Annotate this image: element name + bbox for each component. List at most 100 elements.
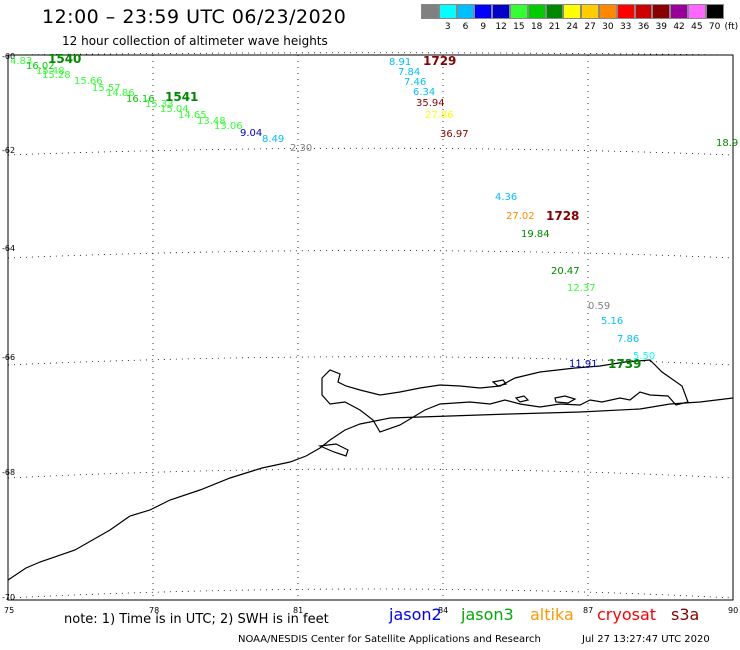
satellite-label-cryosat: cryosat (597, 605, 657, 624)
wave-height-value: 7.86 (617, 334, 639, 345)
wave-height-value: 5.50 (633, 351, 655, 362)
wave-height-value: 15.57 (92, 83, 121, 94)
lon-label: 90 (728, 606, 738, 615)
wave-height-value: 7.84 (398, 67, 420, 78)
wave-height-value: 14.86 (106, 88, 135, 99)
legend-label: 70 (708, 22, 721, 32)
generated-timestamp: Jul 27 13:27:47 UTC 2020 (582, 634, 710, 645)
legend-swatch (421, 4, 439, 19)
wave-height-value: 15.48 (36, 66, 65, 77)
pass-labels: 1540 1541 1729 1728 1739 (48, 52, 641, 371)
legend-swatch (634, 4, 653, 19)
wave-height-value: 13.48 (197, 116, 226, 127)
lat-label: -60 (2, 52, 15, 61)
ice-shelf (321, 359, 689, 433)
legend-swatch (581, 4, 599, 19)
lon-label: 75 (4, 606, 14, 615)
wave-height-value: 20.47 (551, 266, 580, 277)
graticule (7, 52, 734, 600)
parallel (7, 250, 734, 259)
wave-height-value: 16.16 (126, 94, 155, 105)
legend-labels: 3 6 9 12 15 18 21 24 27 30 33 36 39 42 45 70 (ft) (421, 22, 738, 32)
lat-label: -64 (2, 244, 15, 253)
page-title: 12:00 – 23:59 UTC 06/23/2020 (42, 6, 347, 28)
legend-swatch (545, 4, 564, 19)
color-legend: 3 6 9 12 15 18 21 24 27 30 33 36 39 42 45 70 (ft) (421, 4, 738, 32)
legend-label: 18 (530, 22, 543, 32)
wave-height-value: 15.33 (145, 99, 174, 110)
legend-label: 36 (637, 22, 650, 32)
legend-swatch (563, 4, 582, 19)
wave-height-value: 36.97 (440, 129, 469, 140)
legend-label: 12 (495, 22, 507, 32)
lat-label: -66 (2, 353, 15, 362)
lat-label: -62 (2, 146, 15, 155)
lon-label: 87 (583, 606, 593, 615)
legend-label: 42 (673, 22, 685, 32)
wave-height-value: 5.16 (601, 316, 623, 327)
parallel (7, 52, 734, 56)
legend-label: 27 (584, 22, 596, 32)
island (317, 443, 349, 457)
lon-label: 81 (293, 606, 303, 615)
footer-note: note: 1) Time is in UTC; 2) SWH is in fe… (64, 612, 329, 627)
legend-swatch (616, 4, 635, 19)
pass-id-label: 1541 (165, 90, 198, 104)
wave-height-value: 8.49 (262, 134, 284, 145)
wave-height-value: 0.59 (588, 301, 610, 312)
wave-height-value: 14.65 (178, 110, 207, 121)
longitude-labels: 75 78 81 84 87 90 (4, 606, 738, 615)
parallel (7, 588, 734, 599)
legend-label: 6 (462, 22, 469, 32)
wave-height-value: 4.83 (10, 56, 32, 67)
pass-id-label: 1540 (48, 52, 81, 66)
legend-swatch (456, 4, 475, 19)
legend-swatch (509, 4, 528, 19)
legend-swatch (598, 4, 617, 19)
satellite-label-altika: altika (530, 605, 574, 624)
map-frame (7, 54, 734, 601)
wave-height-value: 15.04 (160, 104, 189, 115)
wave-height-value: 27.02 (506, 211, 535, 222)
legend-swatch (687, 4, 706, 19)
wave-height-value: 15.28 (42, 70, 71, 81)
legend-swatch (527, 4, 546, 19)
lon-label: 78 (149, 606, 159, 615)
wave-height-value: 35.94 (416, 98, 445, 109)
satellite-label-jason2: jason2 (389, 605, 442, 624)
wave-height-value: 8.91 (389, 57, 411, 68)
pass-id-label: 1739 (608, 357, 641, 371)
legend-swatch (652, 4, 671, 19)
pass-id-label: 1728 (546, 209, 579, 223)
legend-swatches (421, 4, 738, 19)
legend-label: 39 (655, 22, 667, 32)
island (491, 379, 508, 387)
legend-swatch (705, 4, 724, 19)
legend-label: 9 (480, 22, 487, 32)
legend-label: 45 (691, 22, 703, 32)
credit-line: NOAA/NESDIS Center for Satellite Applica… (238, 634, 541, 645)
parallel (7, 468, 734, 479)
wave-height-value: 7.46 (404, 77, 426, 88)
legend-swatch (474, 4, 493, 19)
wave-height-value: 2.30 (290, 143, 312, 154)
wave-height-value: 11.91 (569, 359, 598, 370)
pass-id-label: 1729 (423, 54, 456, 68)
legend-label: 21 (548, 22, 561, 32)
satellite-label-jason3: jason3 (461, 605, 514, 624)
island (554, 395, 577, 404)
legend-unit: (ft) (724, 22, 739, 32)
wave-height-value: 18.9 (716, 138, 738, 149)
wave-height-value: 27.86 (425, 110, 454, 121)
lat-label: -70 (2, 593, 15, 602)
coastline-main (7, 397, 734, 581)
island (514, 395, 530, 403)
wave-height-value: 15.66 (74, 76, 103, 87)
wave-height-value: 9.04 (240, 128, 262, 139)
wave-height-value: 4.36 (495, 192, 517, 203)
lat-label: -68 (2, 468, 15, 477)
legend-label: 24 (566, 22, 578, 32)
page-subtitle: 12 hour collection of altimeter wave hei… (62, 34, 328, 48)
wave-height-observations: 4.83 16.02 15.48 15.28 15.66 15.57 14.86… (10, 56, 738, 370)
